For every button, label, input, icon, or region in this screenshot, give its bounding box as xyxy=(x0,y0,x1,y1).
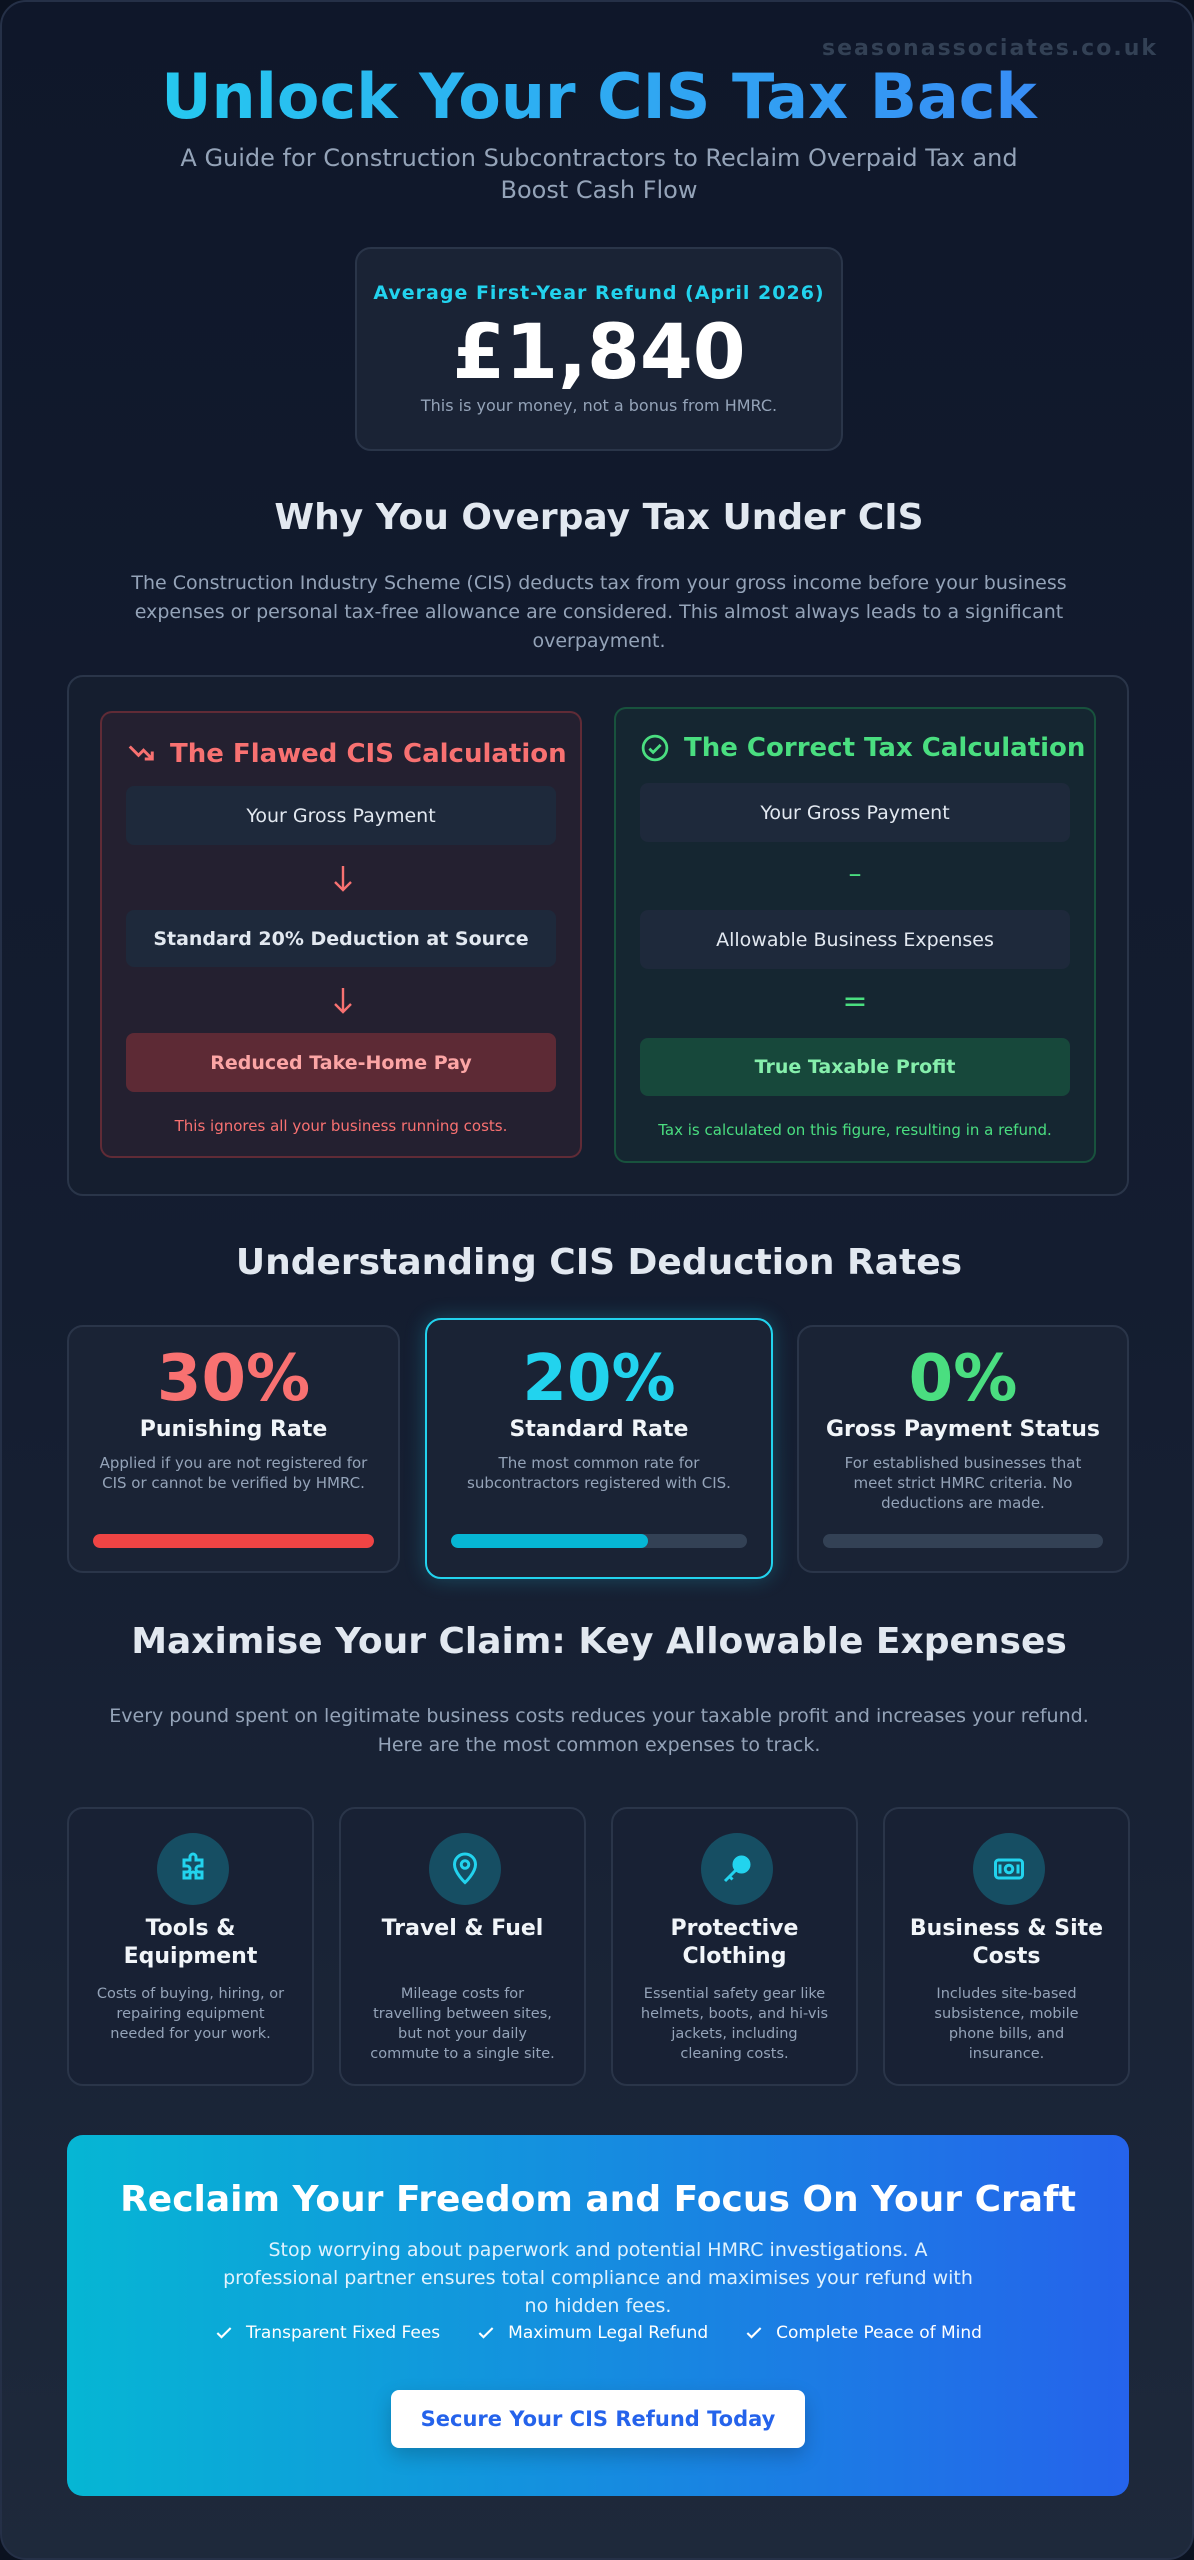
rate-name: Punishing Rate xyxy=(139,1417,328,1442)
expense-card: Protective Clothing Essential safety gear… xyxy=(611,1807,858,2086)
icon-circle xyxy=(157,1833,229,1905)
rate-text: The most common rate for subcontractors … xyxy=(467,1453,731,1492)
comparison-panel: The Flawed CIS Calculation Your Gross Pa… xyxy=(67,675,1129,1196)
section-title: Why You Overpay Tax Under CIS xyxy=(274,497,924,538)
expense-icon xyxy=(182,1852,204,1880)
correct-card: The Correct Tax Calculation Your Gross P… xyxy=(614,707,1096,1163)
main-title: Unlock Your CIS Tax Back xyxy=(2,60,1192,134)
rate-bar-track xyxy=(451,1533,747,1548)
icon-circle xyxy=(973,1833,1045,1905)
feature-item: Maximum Legal Refund xyxy=(476,2323,708,2343)
feature-item: Complete Peace of Mind xyxy=(744,2323,982,2343)
step-box: Your Gross Payment xyxy=(640,783,1070,842)
rate-text: Applied if you are not registered for CI… xyxy=(99,1454,368,1492)
feature-text: Transparent Fixed Fees xyxy=(246,2323,441,2343)
rate-value: 20% xyxy=(522,1341,676,1416)
expense-text: Mileage costs for travelling between sit… xyxy=(370,1986,555,2062)
feature-text: Complete Peace of Mind xyxy=(776,2323,982,2343)
operator: – xyxy=(848,859,862,889)
expense-text: Essential safety gear like helmets, boot… xyxy=(640,1986,829,2062)
refund-card: Average First-Year Refund (April 2026) £… xyxy=(355,247,843,451)
section-text: Every pound spent on legitimate business… xyxy=(109,1705,1089,1756)
refund-amount: £1,840 xyxy=(452,307,746,396)
check-circle-icon xyxy=(641,734,669,762)
refund-label: Average First-Year Refund (April 2026) xyxy=(373,282,825,304)
check-icon xyxy=(478,2327,494,2339)
rate-bar-track xyxy=(823,1534,1103,1548)
rate-name: Standard Rate xyxy=(509,1416,689,1442)
feature-text: Maximum Legal Refund xyxy=(508,2323,709,2343)
operator: = xyxy=(842,984,868,1019)
step-box: Your Gross Payment xyxy=(126,786,556,845)
expense-card: Travel & Fuel Mileage costs for travellin… xyxy=(339,1807,586,2086)
step-box: Standard 20% Deduction at Source xyxy=(126,910,556,967)
rate-value: 0% xyxy=(908,1342,1018,1416)
flawed-title: The Flawed CIS Calculation xyxy=(170,739,567,769)
expense-icon xyxy=(723,1855,751,1883)
rate-bar xyxy=(451,1533,649,1548)
correct-note: Tax is calculated on this figure, result… xyxy=(658,1121,1052,1139)
expense-name: Tools & Equipment xyxy=(123,1916,258,1969)
cta-button[interactable]: Secure Your CIS Refund Today xyxy=(391,2390,805,2448)
step-box: Allowable Business Expenses xyxy=(640,910,1070,969)
expense-text: Includes site-based subsistence, mobile … xyxy=(934,1986,1079,2062)
cta-text: Stop worrying about paperwork and potent… xyxy=(223,2239,973,2317)
rate-card: 30% Punishing Rate Applied if you are not … xyxy=(67,1325,400,1573)
rate-text: For established businesses that meet str… xyxy=(844,1454,1082,1512)
arrow-down xyxy=(334,988,352,1014)
flawed-note: This ignores all your business running c… xyxy=(174,1117,508,1135)
section-title: Understanding CIS Deduction Rates xyxy=(235,1242,963,1283)
flawed-card: The Flawed CIS Calculation Your Gross Pa… xyxy=(100,711,582,1158)
expense-text: Costs of buying, hiring, or repairing eq… xyxy=(96,1986,285,2042)
result-box: Reduced Take-Home Pay xyxy=(126,1033,556,1092)
correct-title: The Correct Tax Calculation xyxy=(684,733,1086,763)
rate-card: 0% Gross Payment Status For established bu… xyxy=(797,1325,1129,1573)
expense-name: Business & Site Costs xyxy=(909,1916,1104,1969)
expense-name: Travel & Fuel xyxy=(381,1916,544,1941)
check-icon xyxy=(216,2327,232,2339)
feature-list: Transparent Fixed Fees Maximum Legal Refu… xyxy=(67,2323,1129,2343)
expense-card: Business & Site Costs Includes site-based… xyxy=(883,1807,1130,2086)
icon-circle xyxy=(429,1833,501,1905)
section-title: Maximise Your Claim: Key Allowable Expen… xyxy=(131,1621,1067,1662)
cta-banner: Reclaim Your Freedom and Focus On Your C… xyxy=(67,2135,1129,2496)
expense-icon xyxy=(994,1858,1024,1880)
rate-bar xyxy=(93,1534,374,1548)
icon-circle xyxy=(701,1833,773,1905)
rate-name: Gross Payment Status xyxy=(825,1417,1101,1442)
result-box: True Taxable Profit xyxy=(640,1038,1070,1096)
watermark: seasonassociates.co.uk xyxy=(821,36,1158,61)
feature-item: Transparent Fixed Fees xyxy=(214,2323,440,2343)
rate-bar-track xyxy=(93,1534,374,1548)
subtitle: A Guide for Construction Subcontractors … xyxy=(180,144,1018,204)
expense-card: Tools & Equipment Costs of buying, hiring… xyxy=(67,1807,314,2086)
expense-name: Protective Clothing xyxy=(670,1916,799,1969)
arrow-down xyxy=(334,866,352,892)
rate-value: 30% xyxy=(156,1342,311,1416)
check-icon xyxy=(746,2327,762,2339)
expense-icon xyxy=(452,1852,478,1885)
refund-note: This is your money, not a bonus from HMR… xyxy=(420,396,778,415)
section-text: The Construction Industry Scheme (CIS) d… xyxy=(131,572,1067,652)
trend-down-icon xyxy=(128,745,154,761)
cta-title: Reclaim Your Freedom and Focus On Your C… xyxy=(120,2179,1076,2220)
rate-card: 20% Standard Rate The most common rate for… xyxy=(425,1318,773,1579)
